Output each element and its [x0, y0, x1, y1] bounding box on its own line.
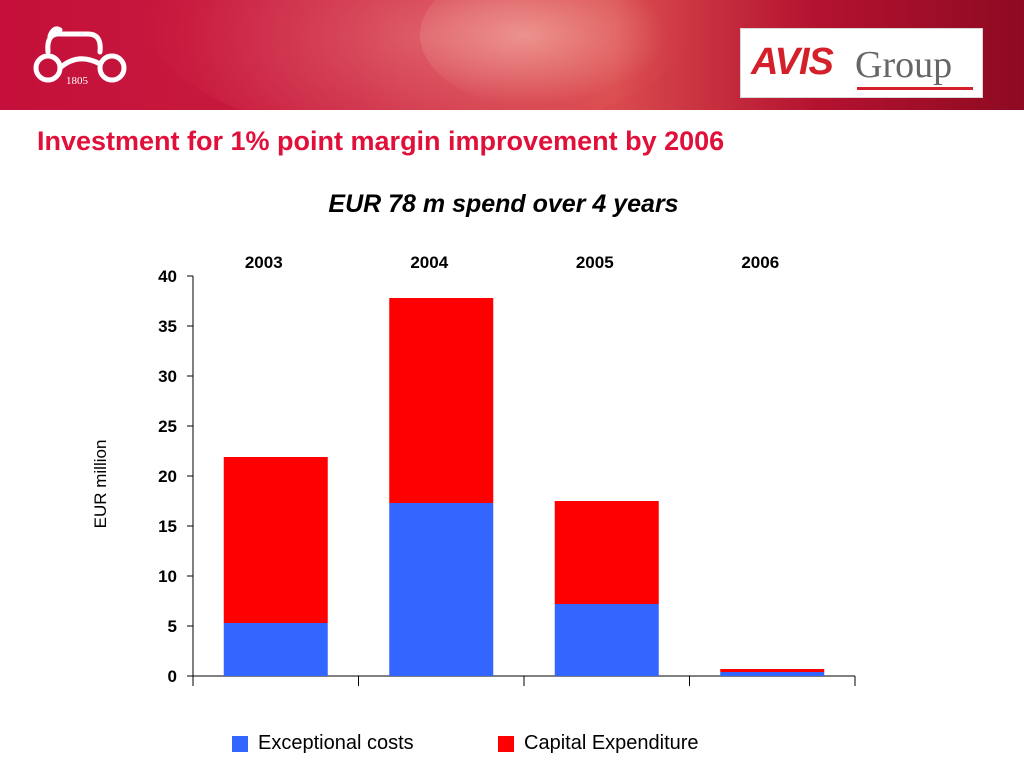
chart-legend: Exceptional costs Capital Expenditure — [0, 732, 1024, 756]
bar-2003-capital-expenditure — [223, 457, 328, 623]
bar-2003-exceptional-costs — [223, 623, 328, 676]
avis-logo-underline — [857, 87, 973, 90]
legend-label-capital-expenditure: Capital Expenditure — [524, 732, 699, 754]
category-label: 2005 — [576, 253, 614, 272]
banner-sheen — [140, 0, 700, 110]
avis-logo-brand: AVIS — [751, 41, 834, 83]
y-tick-label: 5 — [168, 617, 177, 636]
y-tick-label: 15 — [158, 517, 177, 536]
header-banner: 1805 AVIS Group — [0, 0, 1024, 110]
avis-logo-group: Group — [855, 44, 953, 86]
y-axis-label: EUR million — [91, 440, 110, 529]
y-tick-label: 30 — [158, 367, 177, 386]
logo-year: 1805 — [66, 75, 89, 87]
y-tick-label: 35 — [158, 317, 177, 336]
y-tick-label: 0 — [168, 667, 177, 686]
bar-2004-exceptional-costs — [389, 503, 494, 676]
bar-2006-exceptional-costs — [720, 672, 825, 676]
slide-title: Investment for 1% point margin improveme… — [37, 126, 725, 156]
chart-title: EUR 78 m spend over 4 years — [328, 190, 679, 218]
bar-2004-capital-expenditure — [389, 298, 494, 503]
category-label: 2004 — [410, 253, 448, 272]
legend-swatch-capital-expenditure — [498, 735, 514, 752]
bar-2005-capital-expenditure — [554, 501, 659, 604]
bar-2006-capital-expenditure — [720, 669, 825, 672]
y-tick-label: 10 — [158, 567, 177, 586]
avis-group-logo: AVIS Group — [740, 28, 983, 98]
category-label: 2006 — [741, 253, 779, 272]
legend-swatch-exceptional-costs — [232, 735, 248, 752]
legend-item-exceptional-costs: Exceptional costs — [232, 732, 414, 755]
carriage-logo-icon: 1805 — [33, 26, 127, 87]
y-tick-label: 25 — [158, 417, 177, 436]
y-tick-label: 40 — [158, 267, 177, 286]
legend-item-capital-expenditure: Capital Expenditure — [498, 732, 699, 755]
category-label: 2003 — [245, 253, 283, 272]
y-tick-label: 20 — [158, 467, 177, 486]
bar-2005-exceptional-costs — [554, 604, 659, 676]
legend-label-exceptional-costs: Exceptional costs — [258, 732, 414, 754]
